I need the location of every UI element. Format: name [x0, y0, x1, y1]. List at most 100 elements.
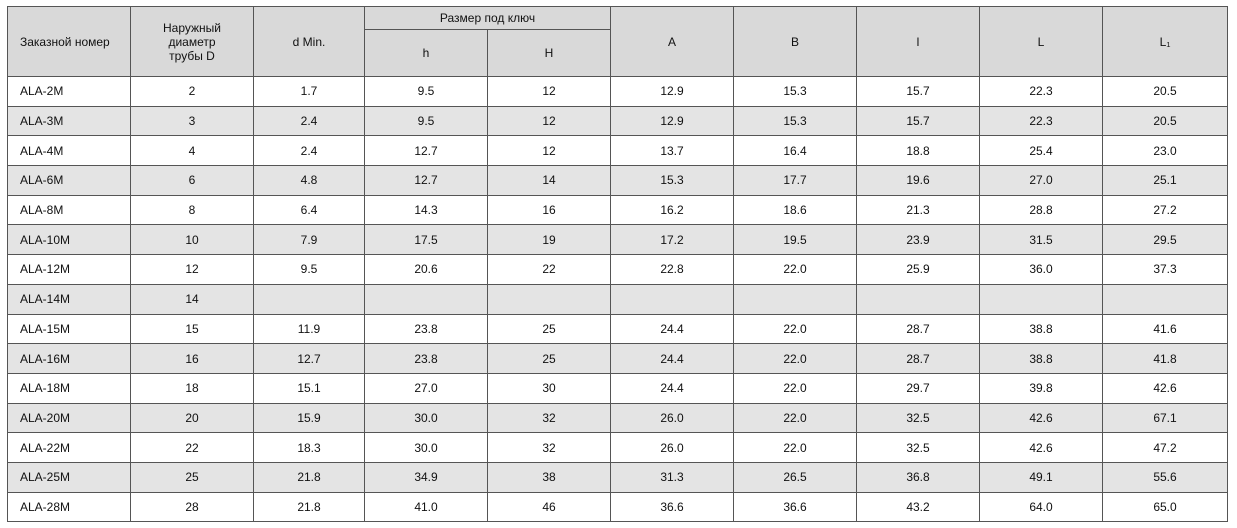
table-cell: 12.7: [253, 343, 365, 374]
order-number: ALA-28M: [7, 491, 131, 523]
table-cell: 18.6: [733, 194, 858, 226]
table-row: ALA-10M 10 7.9 17.5 19 17.2 19.5 23.9 31.5 29.5: [7, 224, 1229, 256]
table-cell: 23.8: [364, 313, 488, 345]
table-cell: 16: [486, 194, 612, 226]
order-number: ALA-22M: [7, 432, 131, 463]
order-number: ALA-6M: [7, 165, 131, 196]
table-cell: [733, 283, 858, 315]
order-number: ALA-20M: [7, 402, 131, 434]
table-row: ALA-4M 4 2.4 12.7 12 13.7 16.4 18.8 25.4 23.0: [7, 135, 1229, 167]
table-cell: 3: [130, 105, 254, 137]
order-number: ALA-10M: [7, 224, 131, 256]
table-cell: 9.5: [364, 76, 488, 107]
table-cell: 42.6: [979, 402, 1104, 434]
table-cell: 22.3: [979, 105, 1104, 137]
table-cell: 38.8: [979, 313, 1104, 345]
table-cell: 32.5: [856, 402, 981, 434]
order-number: ALA-8M: [7, 194, 131, 226]
header-row: Заказной номер Наружный диаметр трубы D …: [7, 6, 1229, 77]
table-cell: 26.5: [733, 461, 858, 493]
table-cell: 22.3: [979, 76, 1104, 107]
table-row: ALA-6M 6 4.8 12.7 14 15.3 17.7 19.6 27.0 25.1: [7, 165, 1229, 196]
table-cell: 21.3: [856, 194, 981, 226]
table-cell: 22.0: [733, 432, 858, 463]
table-cell: 22.0: [733, 254, 858, 285]
table-cell: 24.4: [610, 313, 735, 345]
order-number: ALA-12M: [7, 254, 131, 285]
table-cell: 12.7: [364, 165, 488, 196]
table-cell: 27.2: [1102, 194, 1229, 226]
table-cell: 15.3: [733, 105, 858, 137]
table-cell: 4: [130, 135, 254, 167]
table-cell: 9.5: [253, 254, 365, 285]
order-number: ALA-18M: [7, 372, 131, 404]
table-cell: 28.7: [856, 313, 981, 345]
table-cell: [1102, 283, 1229, 315]
order-number: ALA-3M: [7, 105, 131, 137]
table-cell: 15.7: [856, 76, 981, 107]
table-cell: 23.0: [1102, 135, 1229, 167]
spec-table: Заказной номер Наружный диаметр трубы D …: [7, 6, 1229, 523]
table-cell: 1.7: [253, 76, 365, 107]
header-cell: Заказной номер: [7, 6, 131, 77]
table-cell: 37.3: [1102, 254, 1229, 285]
table-cell: 22: [486, 254, 612, 285]
table-cell: 22.8: [610, 254, 735, 285]
table-cell: 7.9: [253, 224, 365, 256]
table-cell: 25: [486, 343, 612, 374]
table-cell: 9.5: [364, 105, 488, 137]
table-cell: 21.8: [253, 491, 365, 523]
table-cell: 27.0: [364, 372, 488, 404]
table-cell: 36.8: [856, 461, 981, 493]
table-cell: 11.9: [253, 313, 365, 345]
table-cell: 31.5: [979, 224, 1104, 256]
table-cell: 23.8: [364, 343, 488, 374]
table-row: ALA-20M 20 15.9 30.0 32 26.0 22.0 32.5 42.6 67.1: [7, 402, 1229, 434]
table-cell: 29.7: [856, 372, 981, 404]
table-cell: 32: [486, 402, 612, 434]
table-cell: 41.8: [1102, 343, 1229, 374]
table-cell: 4.8: [253, 165, 365, 196]
table-cell: 30: [486, 372, 612, 404]
table-row: ALA-28M 28 21.8 41.0 46 36.6 36.6 43.2 64.0 65.0: [7, 491, 1229, 523]
order-number: ALA-16M: [7, 343, 131, 374]
table-cell: 10: [130, 224, 254, 256]
header-cell: Размер под ключ: [363, 6, 612, 30]
table-header: Заказной номер Наружный диаметр трубы D …: [7, 6, 1229, 77]
table-cell: 38: [486, 461, 612, 493]
table-cell: 25.4: [979, 135, 1104, 167]
header-row: h H: [8, 29, 1228, 77]
table-row: ALA-8M 8 6.4 14.3 16 16.2 18.6 21.3 28.8 27.2: [7, 194, 1229, 226]
table-cell: 24.4: [610, 372, 735, 404]
header-cell: A: [610, 6, 735, 77]
table-cell: 16.2: [610, 194, 735, 226]
table-cell: 39.8: [979, 372, 1104, 404]
header-cell: d Min.: [253, 6, 365, 77]
table-cell: 6.4: [253, 194, 365, 226]
table-cell: [253, 283, 365, 315]
table-cell: 41.6: [1102, 313, 1229, 345]
table-cell: 36.0: [979, 254, 1104, 285]
table-cell: 32.5: [856, 432, 981, 463]
table-cell: [610, 283, 735, 315]
table-cell: 2.4: [253, 135, 365, 167]
table-cell: 30.0: [364, 402, 488, 434]
table-cell: [979, 283, 1104, 315]
table-cell: 21.8: [253, 461, 365, 493]
table-cell: 32: [486, 432, 612, 463]
table-cell: 43.2: [856, 491, 981, 523]
table-cell: 2.4: [253, 105, 365, 137]
table-cell: 26.0: [610, 402, 735, 434]
table-cell: 49.1: [979, 461, 1104, 493]
table-cell: [856, 283, 981, 315]
table-cell: 67.1: [1102, 402, 1229, 434]
table-cell: 12: [130, 254, 254, 285]
table-row: ALA-14M 14: [7, 283, 1229, 315]
table-cell: 31.3: [610, 461, 735, 493]
order-number: ALA-15M: [7, 313, 131, 345]
table-cell: 34.9: [364, 461, 488, 493]
table-cell: 28.8: [979, 194, 1104, 226]
table-cell: [364, 283, 488, 315]
table-cell: 22.0: [733, 372, 858, 404]
table-cell: 12: [486, 135, 612, 167]
